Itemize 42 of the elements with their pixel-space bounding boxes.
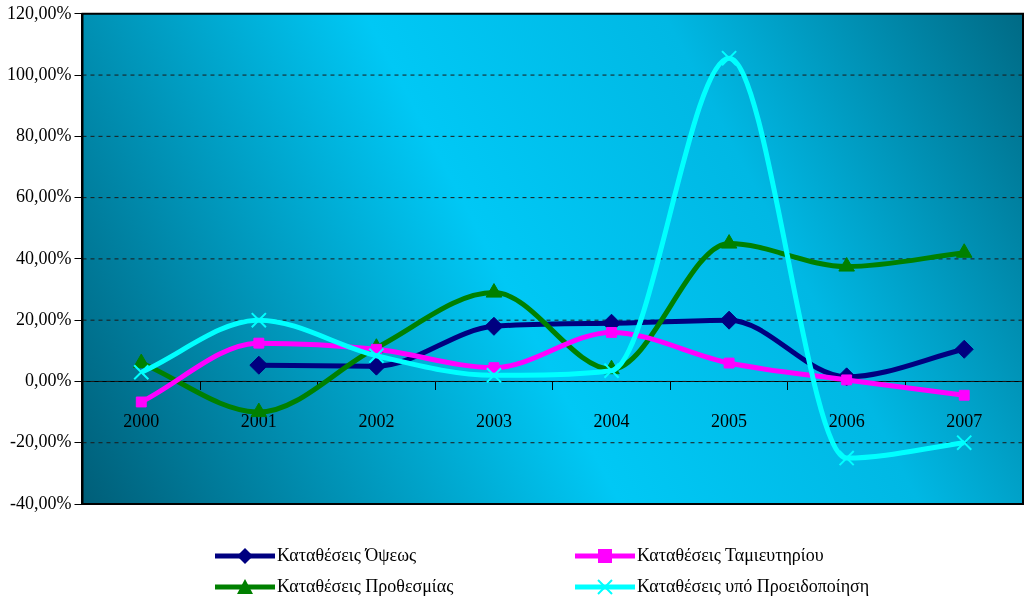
- point: [485, 367, 503, 384]
- point: [720, 234, 738, 249]
- x-tick-label: 2000: [123, 410, 160, 431]
- point: [484, 316, 504, 336]
- point: [366, 356, 386, 376]
- y-tick-label: 80,00%: [15, 125, 72, 146]
- y-tick-label: 100,00%: [6, 63, 72, 84]
- point: [250, 312, 267, 329]
- x-tick-label: 2005: [711, 410, 748, 431]
- point: [838, 257, 855, 272]
- y-tick-label: 120,00%: [6, 2, 72, 23]
- x-tick-label: 2006: [828, 410, 865, 431]
- x-tick-label: 2007: [946, 410, 983, 431]
- x-tick-label: 2002: [358, 410, 395, 431]
- point: [838, 449, 855, 467]
- point: [721, 50, 738, 67]
- point: [958, 389, 970, 401]
- legend-label: Καταθέσεις Όψεως: [277, 545, 417, 566]
- y-tick-label: 0,00%: [24, 370, 72, 391]
- legend-label: Καταθέσεις υπό Προειδοποίηση: [637, 576, 870, 597]
- x-tick-label: 2004: [593, 410, 630, 431]
- point: [249, 355, 269, 375]
- y-tick-label: 20,00%: [15, 308, 72, 329]
- point: [719, 310, 739, 330]
- point: [133, 364, 150, 381]
- y-tick-label: -20,00%: [9, 431, 72, 452]
- legend-label: Καταθέσεις Ταμιευτηρίου: [637, 545, 824, 566]
- point: [955, 243, 973, 258]
- legend-label: Καταθέσεις Προθεσμίας: [277, 576, 454, 597]
- point: [368, 347, 385, 364]
- point: [253, 337, 265, 349]
- point: [956, 434, 973, 451]
- x-tick-label: 2003: [475, 410, 512, 431]
- point: [485, 283, 503, 298]
- y-tick-label: -40,00%: [9, 492, 72, 513]
- point: [606, 326, 617, 338]
- point: [135, 396, 147, 408]
- y-tick-label: 60,00%: [15, 186, 72, 207]
- point: [723, 357, 735, 369]
- point: [603, 362, 620, 379]
- y-tick-label: 40,00%: [15, 247, 72, 268]
- point: [954, 339, 974, 359]
